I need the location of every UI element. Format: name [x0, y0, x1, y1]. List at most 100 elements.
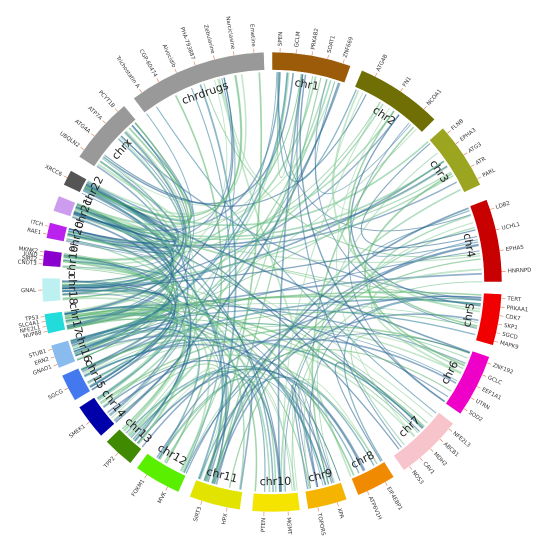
chord — [63, 256, 271, 492]
gene-label: SOD2 — [467, 410, 483, 424]
segment-label: chr9 — [307, 466, 334, 485]
gene-label: Trichostatin A — [114, 55, 141, 90]
segment — [41, 277, 62, 303]
gene-label: HNRNPD — [508, 268, 532, 275]
gene-tick — [43, 330, 48, 333]
gene-tick — [42, 326, 47, 328]
gene-tick — [455, 141, 460, 145]
chord — [218, 72, 288, 180]
gene-tick — [470, 164, 475, 167]
chord — [282, 101, 382, 492]
gene-tick — [139, 88, 142, 93]
gene-tick — [311, 51, 313, 56]
chord — [73, 72, 278, 352]
gene-label: MGMT — [285, 517, 292, 535]
gene-tick — [430, 448, 434, 452]
chord — [215, 383, 253, 490]
gene-label: SGCG — [47, 389, 64, 402]
chord — [276, 72, 303, 178]
gene-label: ERN2 — [34, 356, 50, 367]
chord — [62, 157, 179, 269]
gene-label: SIRT2 — [21, 255, 37, 262]
chord — [62, 266, 428, 424]
chord — [334, 362, 423, 462]
chord — [156, 374, 232, 483]
gene-label: TERT — [506, 296, 522, 303]
chord — [370, 268, 482, 374]
chord — [317, 152, 438, 483]
chord — [291, 384, 318, 490]
segment-label: chr19 — [64, 245, 80, 278]
gene-tick — [490, 207, 495, 210]
gene-tick — [477, 176, 482, 179]
gene-label: PRKAB2 — [311, 28, 321, 50]
gene-tick — [80, 147, 85, 150]
segment — [475, 292, 502, 346]
chord — [62, 289, 171, 345]
gene-label: SLC4A1 — [18, 320, 40, 330]
gene-label: ATG4A — [73, 119, 91, 135]
gene-tick — [48, 348, 53, 351]
gene-label: MKNK2 — [18, 246, 38, 255]
gene-label: STUB1 — [28, 349, 47, 360]
chord — [68, 73, 302, 242]
chord — [228, 258, 481, 488]
chord — [67, 291, 482, 330]
gene-label: SIRT3 — [193, 506, 204, 523]
chord — [66, 318, 310, 489]
gene-tick — [165, 486, 168, 491]
gene-label: SGCD — [501, 332, 518, 341]
chord — [62, 160, 445, 295]
gene-label: SPEN — [278, 32, 284, 47]
gene-label: ATP7A — [86, 105, 103, 121]
gene-label: EPHA3 — [459, 127, 478, 143]
gene-tick — [487, 362, 492, 365]
gene-tick — [156, 78, 160, 82]
gene-label: UCHL1 — [501, 222, 520, 232]
gene-label: ATG3 — [467, 141, 483, 154]
chord — [102, 72, 294, 205]
chord — [77, 202, 481, 310]
segment — [429, 127, 481, 193]
chord — [203, 72, 263, 482]
chord — [76, 81, 336, 228]
gene-tick — [90, 133, 95, 137]
chord — [213, 77, 322, 485]
gene-tick — [384, 482, 388, 486]
chord — [299, 74, 445, 403]
segment — [61, 367, 91, 401]
gene-label: EIF4EBP1 — [385, 486, 403, 511]
segment — [106, 428, 142, 464]
gene-label: UTRN — [474, 399, 490, 412]
gene-label: ZNF192 — [492, 363, 514, 376]
gene-label: SOAT1 — [327, 35, 337, 54]
chord — [67, 110, 395, 247]
gene-label: EEF1A1 — [481, 387, 502, 402]
segment — [393, 412, 454, 471]
gene-label: NFE2L1 — [20, 325, 42, 335]
gene-label: NFE2L3 — [451, 431, 471, 449]
gene-label: LDB2 — [495, 201, 511, 211]
gene-label: TP53 — [24, 315, 40, 323]
gene-tick — [447, 130, 451, 134]
chord — [99, 326, 470, 404]
segment — [43, 311, 66, 335]
segment-label: chr17 — [67, 302, 86, 335]
gene-label: FLNB — [450, 118, 465, 132]
gene-label: NOS3 — [410, 470, 424, 486]
gene-tick — [200, 500, 203, 505]
segment-label: chr10 — [260, 475, 292, 489]
gene-tick — [317, 507, 319, 512]
chord — [127, 358, 201, 437]
chord — [115, 82, 340, 423]
gene-tick — [102, 120, 106, 124]
chord — [84, 75, 243, 218]
chord — [65, 312, 258, 492]
chord — [133, 367, 218, 472]
segment — [251, 492, 301, 513]
segment — [189, 479, 243, 511]
gene-label: EPHA5 — [505, 245, 524, 254]
chord — [72, 183, 177, 348]
gene-label: TPP2 — [103, 456, 117, 471]
